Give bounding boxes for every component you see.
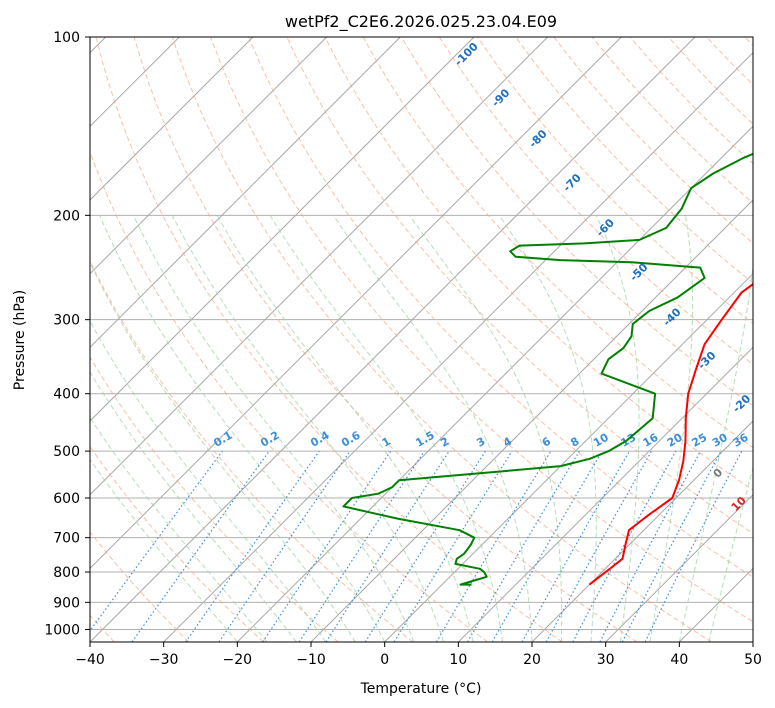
isotherm-line [90,37,328,275]
moist-adiabat-line [90,320,327,642]
moist-adiabat-line [678,264,753,642]
mixing-ratio-line [325,450,450,642]
y-tick-label: 600 [53,491,80,507]
moist-adiabat-line [90,416,268,642]
y-axis-ticks: 100 200 300 400 500 600 700 800 900 1000 [44,30,90,638]
x-axis-ticks: −40 −30 −20 −10 0 10 20 30 40 50 [75,642,762,668]
dry-adiabat-line [95,37,563,642]
moist-adiabat-line [408,215,563,642]
moist-adiabat-line [90,261,356,642]
moist-adiabat-line [595,215,640,642]
isotherm-line [457,346,753,642]
moist-adiabat-line [99,215,386,642]
chart-title: wetPf2_C2E6.2026.025.23.04.E09 [285,12,557,32]
mixing-ratio-line [521,450,631,642]
temperature-profile [588,282,753,586]
dry-adiabat-line [90,445,264,642]
dry-adiabat-line [210,37,753,623]
x-tick-label: 10 [449,652,467,668]
dry-adiabat-line [171,37,712,642]
y-tick-label: 300 [53,313,80,329]
y-tick-label: 500 [53,444,80,460]
moist-adiabat-line [90,370,297,642]
dry-adiabat-line [515,37,753,284]
mixing-ratio-line [545,450,653,642]
isotherm-line [605,493,753,642]
x-tick-label: −10 [296,652,326,668]
mixing-ratio-line [185,450,320,642]
x-tick-label: 30 [597,652,615,668]
isotherm-line [90,37,696,642]
mixing-ratio-line [393,450,513,642]
x-tick-label: 20 [523,652,541,668]
dry-adiabat-line [438,37,753,366]
isotherm-line [236,125,753,642]
dry-adiabat-line [90,259,414,642]
dry-adiabat-line [133,37,638,642]
mixing-ratio-line [298,450,425,642]
moist-adiabat-line [708,465,753,642]
x-tick-label: −30 [149,652,179,668]
dry-adiabat-line [324,37,753,491]
plot-frame [89,36,754,643]
mixing-ratio-line [572,450,677,642]
isotherm-line [163,51,753,642]
y-tick-label: 700 [53,531,80,547]
mixing-ratio-line [218,450,351,642]
dry-adiabat-line [400,37,753,407]
x-tick-label: 50 [744,652,762,668]
mixing-ratio-line [644,450,743,642]
dry-adiabat-line [90,531,190,642]
isotherm-line [384,272,753,642]
mixing-ratio-line [131,450,270,642]
mixing-ratio-line [90,450,223,632]
x-tick-label: 40 [670,652,688,668]
isotherm-line [90,37,254,201]
moist-adiabat-line [90,458,238,642]
y-tick-label: 100 [53,30,80,46]
y-tick-label: 900 [53,595,80,611]
y-tick-label: 800 [53,565,80,581]
background-lines [90,37,753,642]
x-tick-label: −40 [75,652,105,668]
x-tick-label: 0 [380,652,389,668]
y-axis-label: Pressure (hPa) [12,290,28,390]
dry-adiabat-line [248,37,753,578]
moist-adiabat-line [133,215,415,642]
isotherm-line [90,37,401,349]
dewpoint-profile [342,152,753,586]
isotherm-line [531,420,753,642]
y-tick-label: 400 [53,387,80,403]
isotherm-line [90,37,622,570]
mixing-ratio-line [262,450,392,642]
y-tick-label: 200 [53,208,80,224]
moist-adiabat-line [498,215,597,642]
dry-adiabat-line [90,150,488,642]
isotherm-line [90,37,475,422]
x-tick-label: −20 [223,652,253,668]
isotherm-line [90,37,549,496]
dry-adiabat-line [90,356,339,642]
moist-adiabat-line [649,215,694,642]
y-tick-label: 1000 [44,622,80,638]
profile-lines [342,152,753,586]
x-axis-label: Temperature (°C) [360,681,482,697]
moist-adiabat-line [171,215,445,642]
moist-adiabat-line [269,215,503,642]
